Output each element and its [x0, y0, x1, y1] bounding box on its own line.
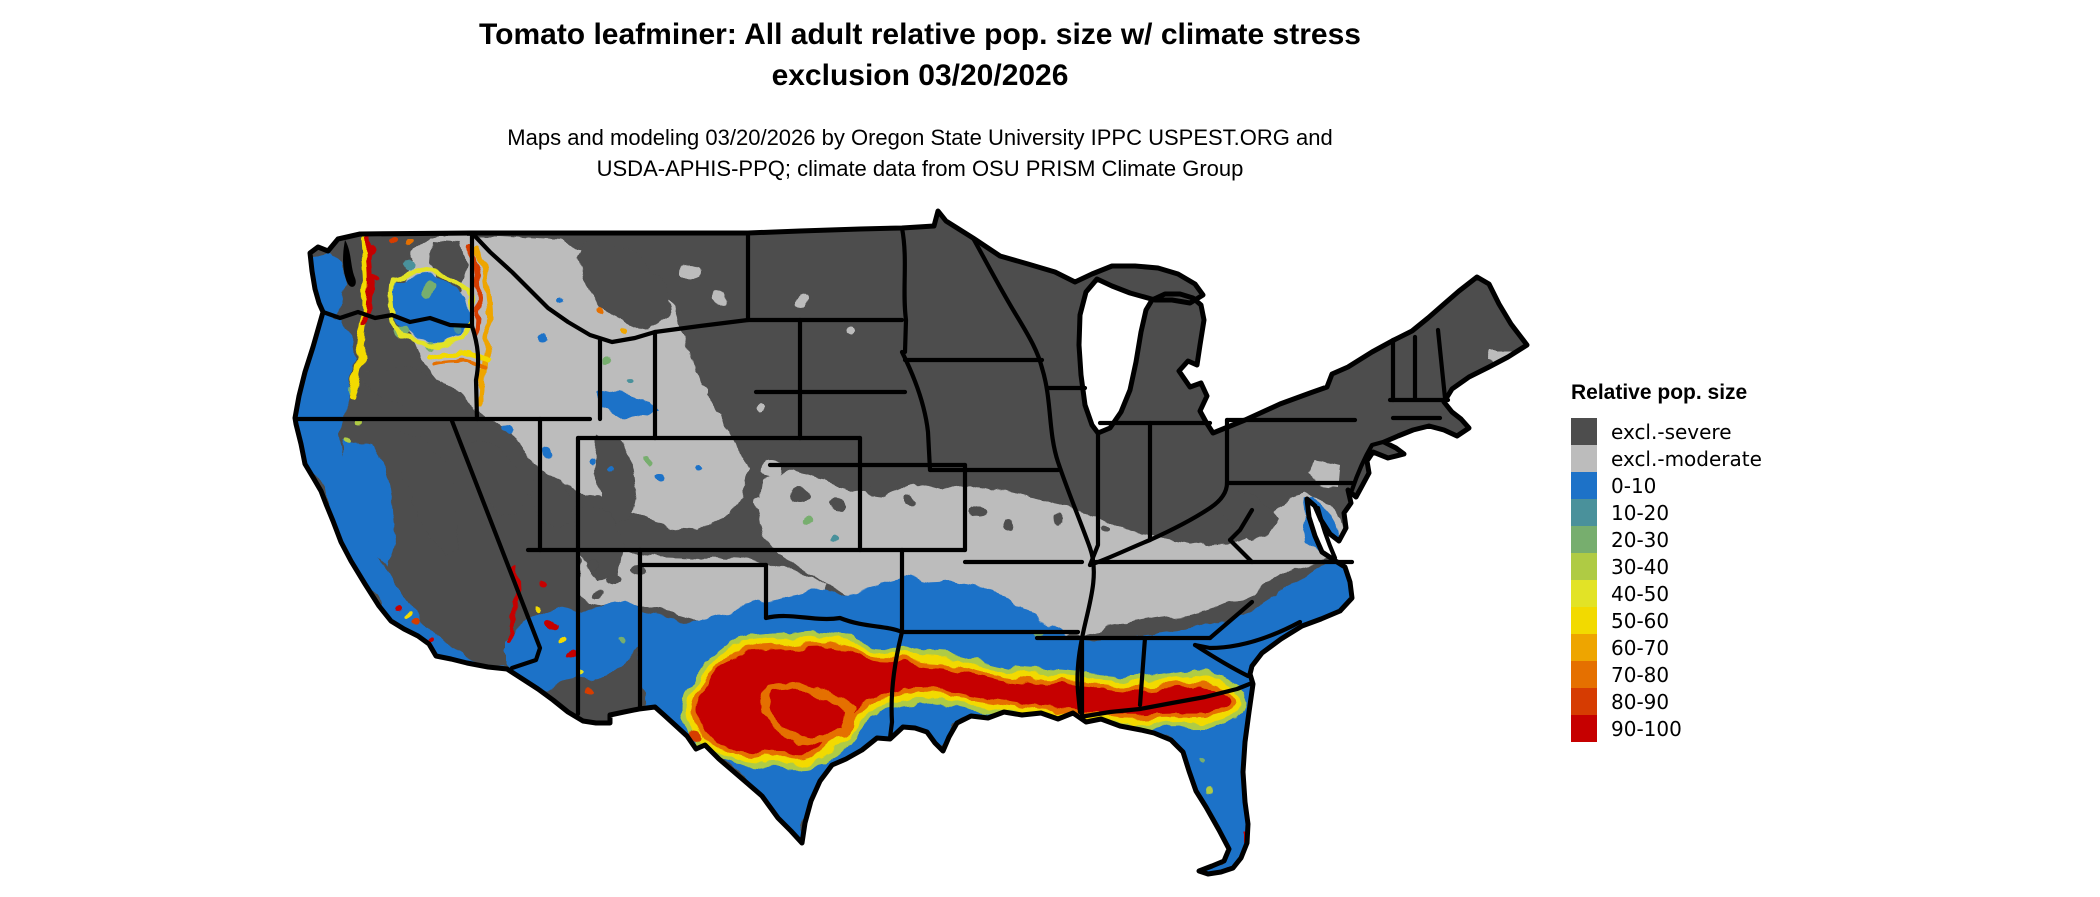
subtitle-line2: USDA-APHIS-PPQ; climate data from OSU PR… [596, 156, 1244, 181]
puget-sound-inlet [343, 240, 356, 287]
page-title-line1: Tomato leafminer: All adult relative pop… [479, 18, 1361, 51]
us-map-svg [230, 200, 1540, 892]
map-header: Tomato leafminer: All adult relative pop… [0, 14, 1840, 184]
legend-row: excl.-moderate [1571, 445, 1811, 472]
legend-swatch [1571, 418, 1597, 445]
subtitle-line1: Maps and modeling 03/20/2026 by Oregon S… [507, 125, 1333, 150]
legend-row: 10-20 [1571, 499, 1811, 526]
legend-swatch [1571, 472, 1597, 499]
legend-label: 10-20 [1611, 500, 1670, 525]
legend-row: 40-50 [1571, 580, 1811, 607]
us-map [230, 200, 1540, 892]
legend-swatch [1571, 499, 1597, 526]
legend-label: 0-10 [1611, 473, 1657, 498]
legend-row: 50-60 [1571, 607, 1811, 634]
legend-row: 90-100 [1571, 715, 1811, 742]
legend-swatch [1571, 526, 1597, 553]
legend-label: 80-90 [1611, 689, 1670, 714]
map-subtitle: Maps and modeling 03/20/2026 by Oregon S… [0, 122, 1840, 184]
legend-label: 90-100 [1611, 716, 1682, 741]
legend-swatch [1571, 445, 1597, 472]
legend-row: 0-10 [1571, 472, 1811, 499]
legend-swatch [1571, 634, 1597, 661]
legend-label: 60-70 [1611, 635, 1670, 660]
legend-rows: excl.-severe excl.-moderate 0-10 10-20 20-30… [1571, 418, 1811, 742]
legend-title: Relative pop. size [1571, 381, 1748, 404]
legend-swatch [1571, 688, 1597, 715]
legend-swatch [1571, 553, 1597, 580]
legend-row: 20-30 [1571, 526, 1811, 553]
legend-row: 30-40 [1571, 553, 1811, 580]
legend-swatch [1571, 661, 1597, 688]
raster-regions [295, 235, 1520, 874]
legend-swatch [1571, 580, 1597, 607]
legend-label: excl.-severe [1611, 419, 1732, 444]
legend-label: 20-30 [1611, 527, 1670, 552]
legend-row: 80-90 [1571, 688, 1811, 715]
legend-row: 70-80 [1571, 661, 1811, 688]
legend-swatch [1571, 607, 1597, 634]
legend-label: 70-80 [1611, 662, 1670, 687]
region-hot-band [689, 647, 1249, 870]
legend: Relative pop. size excl.-severe excl.-mod… [1571, 381, 1811, 742]
legend-label: 40-50 [1611, 581, 1670, 606]
state-borders [292, 225, 1451, 741]
legend-label: excl.-moderate [1611, 446, 1762, 471]
legend-label: 30-40 [1611, 554, 1670, 579]
legend-swatch [1571, 715, 1597, 742]
region-excl-severe-patches [358, 240, 1278, 596]
legend-row: excl.-severe [1571, 418, 1811, 445]
page-title-line2: exclusion 03/20/2026 [771, 59, 1069, 92]
legend-label: 50-60 [1611, 608, 1670, 633]
legend-row: 60-70 [1571, 634, 1811, 661]
